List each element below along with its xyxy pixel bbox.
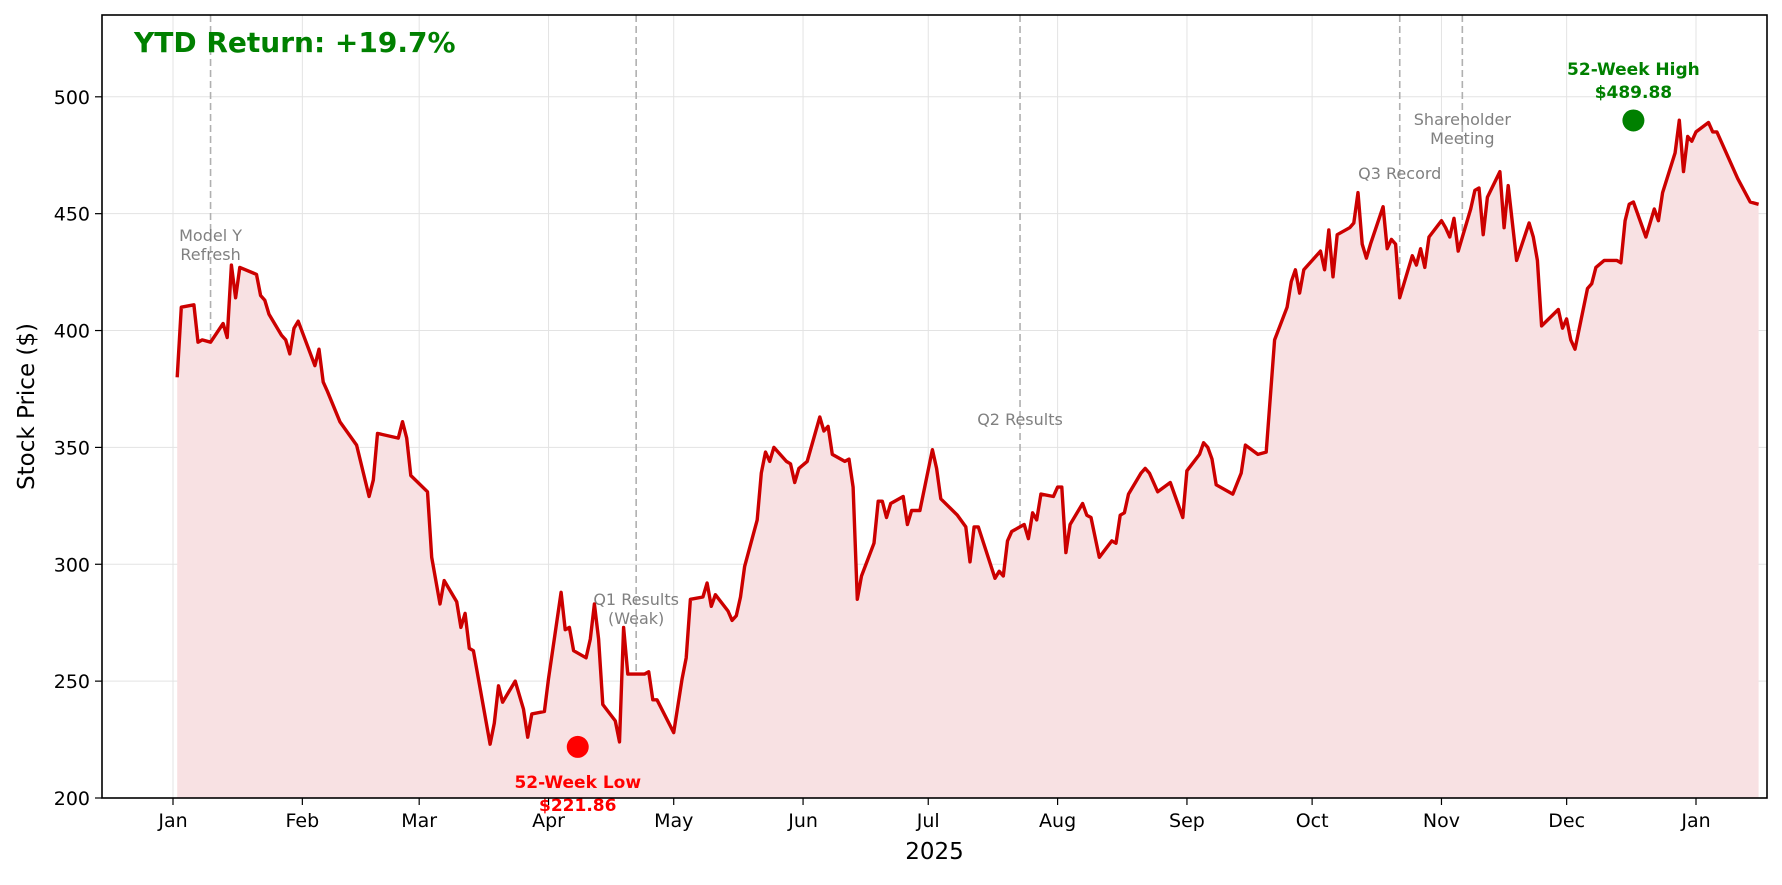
52-week-high-value: $489.88 [1595, 83, 1672, 103]
event-label: Model Y [179, 226, 242, 245]
y-tick-label: 250 [54, 671, 90, 693]
x-tick-label: Jul [916, 810, 940, 832]
chart-labels: YTD Return: +19.7% Stock Price ($) 2025 … [14, 26, 1700, 865]
x-tick-label: Nov [1423, 810, 1460, 832]
price-line [175, 118, 1760, 746]
plot-frame [101, 14, 1768, 799]
x-tick-label: Dec [1548, 810, 1585, 832]
event-label: Q1 Results [593, 590, 679, 609]
event-label: Meeting [1430, 129, 1495, 148]
y-tick-label: 200 [54, 788, 90, 810]
y-axis-label: Stock Price ($) [14, 323, 40, 490]
ytd-return-label: YTD Return: +19.7% [133, 26, 456, 59]
x-tick-label: Mar [401, 810, 437, 832]
52-week-high-label: 52-Week High [1567, 60, 1700, 80]
price-area-fill [177, 120, 1759, 798]
y-tick-label: 400 [54, 321, 90, 343]
y-tick-label: 500 [54, 87, 90, 109]
y-tick-label: 350 [54, 437, 90, 459]
x-tick-label: Jan [157, 810, 187, 832]
x-tick-label: Oct [1296, 810, 1329, 832]
x-tick-label: May [654, 810, 693, 832]
52-week-low-point [566, 735, 589, 758]
event-label: Refresh [180, 245, 240, 264]
x-tick-label: Jun [787, 810, 818, 832]
event-label: Shareholder [1414, 110, 1512, 129]
x-tick-label: Apr [532, 810, 565, 832]
52-week-low-label: 52-Week Low [514, 773, 641, 793]
y-tick-label: 300 [54, 554, 90, 576]
x-tick-label: Jan [1680, 810, 1710, 832]
x-tick-label: Aug [1039, 810, 1076, 832]
x-axis-label: 2025 [905, 839, 964, 865]
52-week-high-point [1622, 109, 1645, 132]
axis-ticks: Jan Feb Mar Apr May Jun Jul Aug Sep Oct Nov Dec Jan 2… [54, 87, 1711, 832]
event-label: Q3 Record [1358, 164, 1441, 183]
x-tick-label: Sep [1169, 810, 1205, 832]
event-label: Q2 Results [977, 410, 1063, 429]
x-tick-label: Feb [286, 810, 320, 832]
event-label: (Weak) [608, 609, 664, 628]
y-tick-label: 450 [54, 204, 90, 226]
52-week-low-value: $221.86 [539, 796, 616, 816]
